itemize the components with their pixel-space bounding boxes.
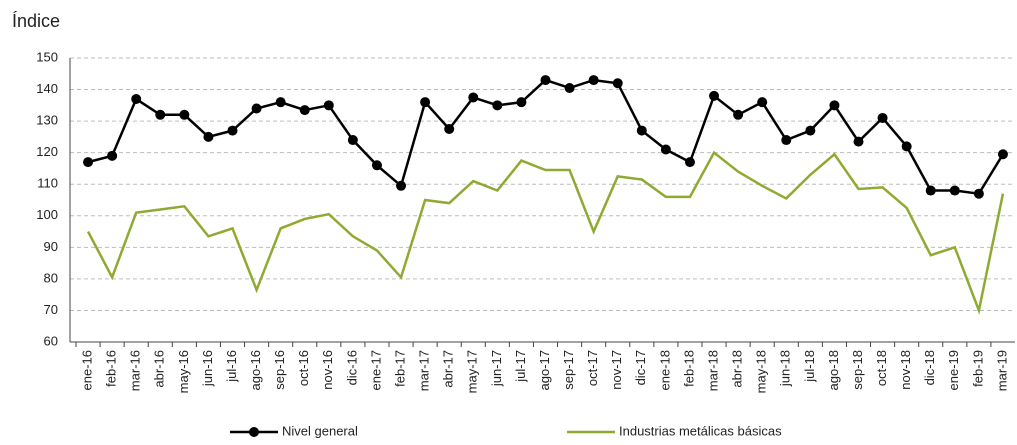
x-tick-label: oct-16 [296,350,311,386]
x-tick-label: oct-17 [585,350,600,386]
point [733,109,744,120]
point [251,103,262,114]
y-tick-label: 90 [44,239,58,254]
point [179,109,190,120]
point [323,100,334,111]
x-tick-label: may-17 [465,350,480,393]
point [805,125,816,136]
x-tick-label: abr-16 [152,350,167,388]
y-tick-label: 60 [44,333,58,348]
x-tick-label: may-16 [176,350,191,393]
y-tick-label: 100 [36,207,58,222]
point [877,112,888,123]
legend-label: Industrias metálicas básicas [619,423,782,438]
point [973,188,984,199]
x-tick-label: ene-19 [946,350,961,390]
x-tick-label: ene-16 [79,350,94,390]
point [588,75,599,86]
point [901,141,912,152]
point [540,75,551,86]
point [299,105,310,116]
x-tick-label: ene-18 [657,350,672,390]
x-tick-label: abr-18 [730,350,745,388]
point [227,125,238,136]
point [396,180,407,191]
series-line [87,78,1005,196]
x-tick-label: ago-18 [826,350,841,390]
point [564,82,575,93]
point [829,100,840,111]
legend-marker [249,427,259,437]
point [757,97,768,108]
point [203,131,214,142]
y-tick-label: 110 [37,176,58,191]
point [709,90,720,101]
point [853,136,864,147]
x-tick-label: nov-17 [609,350,624,390]
y-tick-label: 150 [36,49,58,64]
x-tick-label: jul-17 [513,350,528,383]
y-tick-label: 120 [36,144,58,159]
x-tick-label: feb-17 [392,350,407,387]
x-tick-label: feb-18 [681,350,696,387]
y-tick-label: 140 [36,81,58,96]
point [347,135,358,146]
x-tick-label: jul-16 [224,350,239,383]
point [107,150,118,161]
x-tick-label: sep-16 [272,350,287,390]
x-tick-label: sep-17 [561,350,576,390]
x-tick-label: mar-16 [128,350,143,391]
x-tick-label: may-18 [754,350,769,393]
point [83,157,94,168]
y-tick-label: 80 [44,270,58,285]
x-tick-label: nov-16 [320,350,335,390]
point [131,94,142,105]
point [155,109,166,120]
point [636,125,647,136]
x-tick-label: jun-16 [200,350,215,387]
point [997,149,1008,160]
point [492,100,503,111]
x-tick-label: oct-18 [874,350,889,386]
point [684,157,695,168]
y-tick-label: 70 [44,302,58,317]
x-tick-label: mar-19 [994,350,1009,391]
point [275,97,286,108]
point [444,124,455,134]
point [468,92,479,103]
x-tick-label: jun-18 [778,350,793,387]
x-tick-label: mar-18 [705,350,720,391]
point [612,78,623,89]
x-tick-label: jun-17 [489,350,504,387]
point [949,185,960,196]
x-tick-label: ene-17 [368,350,383,390]
x-tick-label: feb-19 [970,350,985,387]
x-tick-label: abr-17 [441,350,456,388]
y-axis-label: Índice [12,11,60,31]
x-tick-label: mar-17 [417,350,432,391]
x-tick-label: dic-16 [344,350,359,385]
series-line [86,150,1005,315]
point [781,135,792,146]
x-tick-label: ago-16 [248,350,263,390]
point [420,97,431,108]
x-tick-label: dic-18 [922,350,937,385]
x-tick-label: jul-18 [802,350,817,383]
x-tick-label: feb-16 [104,350,119,387]
point [371,160,382,171]
legend-label: Nivel general [282,423,358,438]
point [925,185,936,196]
y-tick-label: 130 [36,113,58,128]
x-tick-label: ago-17 [537,350,552,390]
x-tick-label: nov-18 [898,350,913,390]
x-tick-label: sep-18 [850,350,865,390]
point [660,144,671,155]
x-tick-label: dic-17 [633,350,648,385]
point [516,97,527,108]
